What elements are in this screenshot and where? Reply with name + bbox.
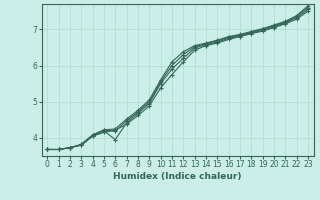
X-axis label: Humidex (Indice chaleur): Humidex (Indice chaleur) [113,172,242,181]
